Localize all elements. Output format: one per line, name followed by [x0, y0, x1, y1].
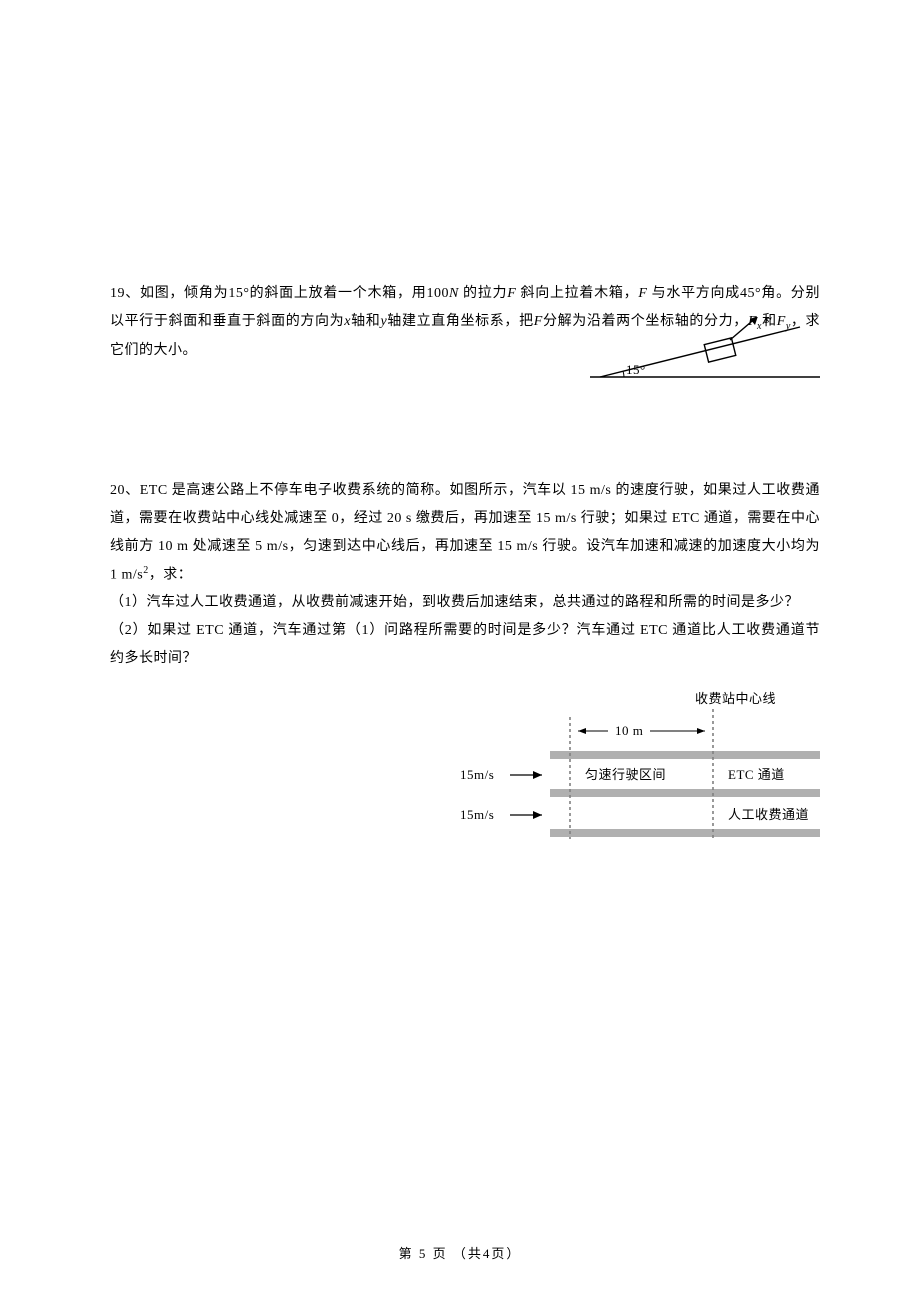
speed-arrow-1-head: [533, 771, 542, 779]
problem-19: 19、如图，倾角为15°的斜面上放着一个木箱，用100N 的拉力F 斜向上拉着木…: [110, 280, 820, 387]
center-line-label: 收费站中心线: [695, 691, 776, 706]
p19-diagram: F 15°: [590, 317, 820, 387]
road-band-2: [550, 789, 820, 797]
etc-label: ETC 通道: [728, 767, 785, 782]
footer-mid: 页 （共: [427, 1246, 483, 1261]
p19-text-e: 与水平方向成: [647, 286, 740, 301]
p19-text-b: 的斜面上放着一个木箱，用: [249, 286, 426, 301]
manual-label: 人工收费通道: [728, 807, 809, 822]
p20-number: 20、: [110, 483, 140, 498]
zone-label: 匀速行驶区间: [585, 767, 666, 782]
force-label: F: [763, 317, 774, 327]
p19-angle2: 45°: [740, 286, 761, 301]
p20-intro-b: ，求：: [149, 567, 193, 582]
footer-prefix: 第: [399, 1246, 419, 1261]
p19-text-c: 的拉力: [459, 286, 507, 301]
p20-intro-a: ETC 是高速公路上不停车电子收费系统的简称。如图所示，汽车以 15 m/s 的…: [110, 483, 820, 583]
p19-text-h: 轴建立直角坐标系，把: [387, 314, 534, 329]
angle-arc: [623, 371, 624, 377]
p19-force-unit: N: [449, 286, 459, 301]
p19-text-g: 轴和: [351, 314, 380, 329]
p19-force: 100: [426, 286, 449, 301]
p20-diagram: 收费站中心线 10 m 匀速行驶区间 ETC 通道 人工收费通道 15m/s: [450, 689, 820, 859]
speed-label-2: 15m/s: [460, 807, 494, 822]
p19-text-d: 斜向上拉着木箱，: [516, 286, 638, 301]
speed-arrow-2-head: [533, 811, 542, 819]
p19-x: x: [344, 314, 351, 329]
dist-arrow-head-2: [697, 728, 705, 734]
speed-label-1: 15m/s: [460, 767, 494, 782]
p20-q1: （1）汽车过人工收费通道，从收费前减速开始，到收费后加速结束，总共通过的路程和所…: [110, 589, 820, 617]
footer-suffix: 页）: [491, 1246, 521, 1261]
p19-number: 19、: [110, 286, 140, 301]
dist-label: 10 m: [615, 723, 643, 738]
angle-label: 15°: [626, 362, 646, 377]
road-band-1: [550, 751, 820, 759]
p20-q2: （2）如果过 ETC 通道，汽车通过第（1）问路程所需要的时间是多少？汽车通过 …: [110, 617, 820, 673]
road-band-3: [550, 829, 820, 837]
p19-angle1: 15°: [228, 286, 249, 301]
p19-text-a: 如图，倾角为: [140, 286, 228, 301]
p19-F-3: F: [534, 314, 543, 329]
problem-20: 20、ETC 是高速公路上不停车电子收费系统的简称。如图所示，汽车以 15 m/…: [110, 477, 820, 860]
p19-F-1: F: [507, 286, 516, 301]
dist-arrow-head: [578, 728, 586, 734]
page-footer: 第 5 页 （共4页）: [0, 1243, 920, 1262]
